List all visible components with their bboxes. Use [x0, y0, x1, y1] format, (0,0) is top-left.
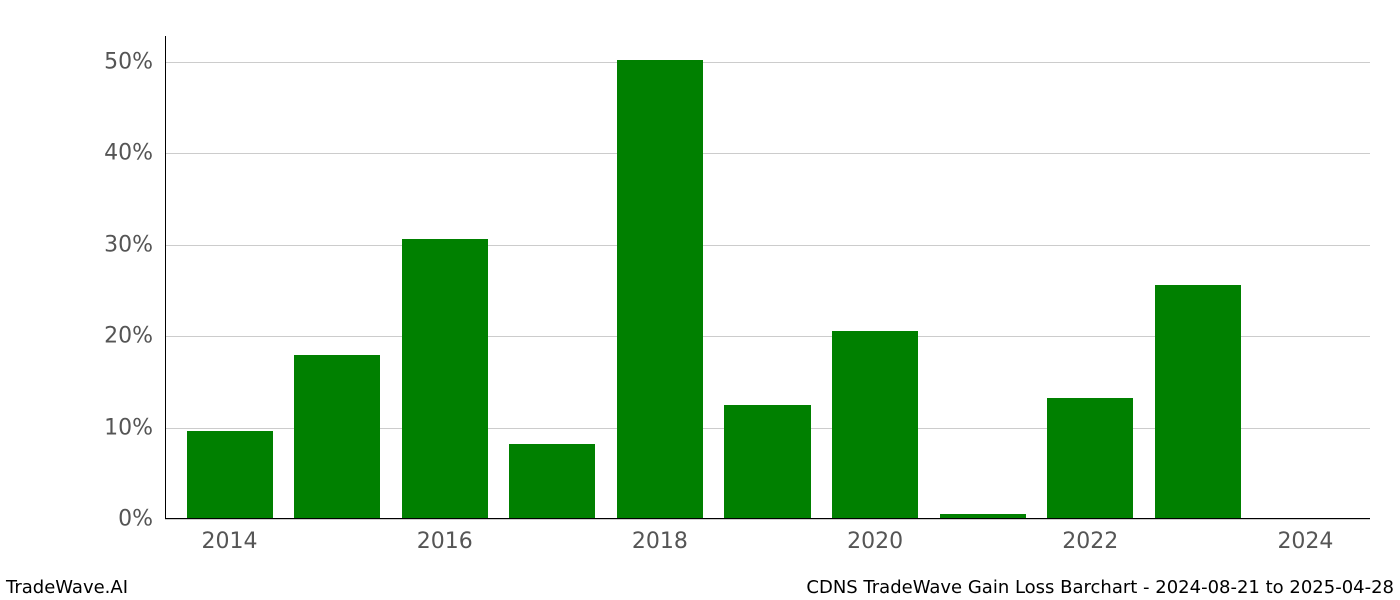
y-tick-label: 10% — [104, 415, 165, 440]
bar — [509, 444, 595, 519]
y-tick-label: 30% — [104, 232, 165, 257]
plot-area: 0%10%20%30%40%50%20142016201820202022202… — [165, 36, 1370, 519]
bar — [1047, 398, 1133, 519]
x-tick-label: 2022 — [1062, 519, 1118, 554]
x-tick-label: 2016 — [417, 519, 473, 554]
y-tick-label: 40% — [104, 141, 165, 166]
chart-container: 0% 10% 20% 30% 40% 50% 2014 2016 2018 2020 2022 202… — [0, 0, 1400, 600]
bar — [724, 405, 810, 519]
gridline — [165, 245, 1370, 246]
brand-watermark: TradeWave.AI — [6, 577, 128, 598]
x-axis-spine — [165, 518, 1370, 519]
bar — [402, 239, 488, 519]
x-tick-label: 2024 — [1277, 519, 1333, 554]
y-tick-label: 0% — [118, 507, 165, 532]
gridline — [165, 153, 1370, 154]
chart-title-footer: CDNS TradeWave Gain Loss Barchart - 2024… — [806, 577, 1394, 598]
x-tick-label: 2018 — [632, 519, 688, 554]
x-tick-label: 2020 — [847, 519, 903, 554]
bar — [1155, 285, 1241, 519]
x-tick-label: 2014 — [202, 519, 258, 554]
y-tick-label: 20% — [104, 324, 165, 349]
y-tick-label: 50% — [104, 49, 165, 74]
gridline — [165, 519, 1370, 520]
y-axis-spine — [165, 36, 166, 519]
bar — [617, 60, 703, 519]
bar — [832, 331, 918, 519]
bar — [294, 355, 380, 519]
bar — [187, 431, 273, 519]
gridline — [165, 62, 1370, 63]
